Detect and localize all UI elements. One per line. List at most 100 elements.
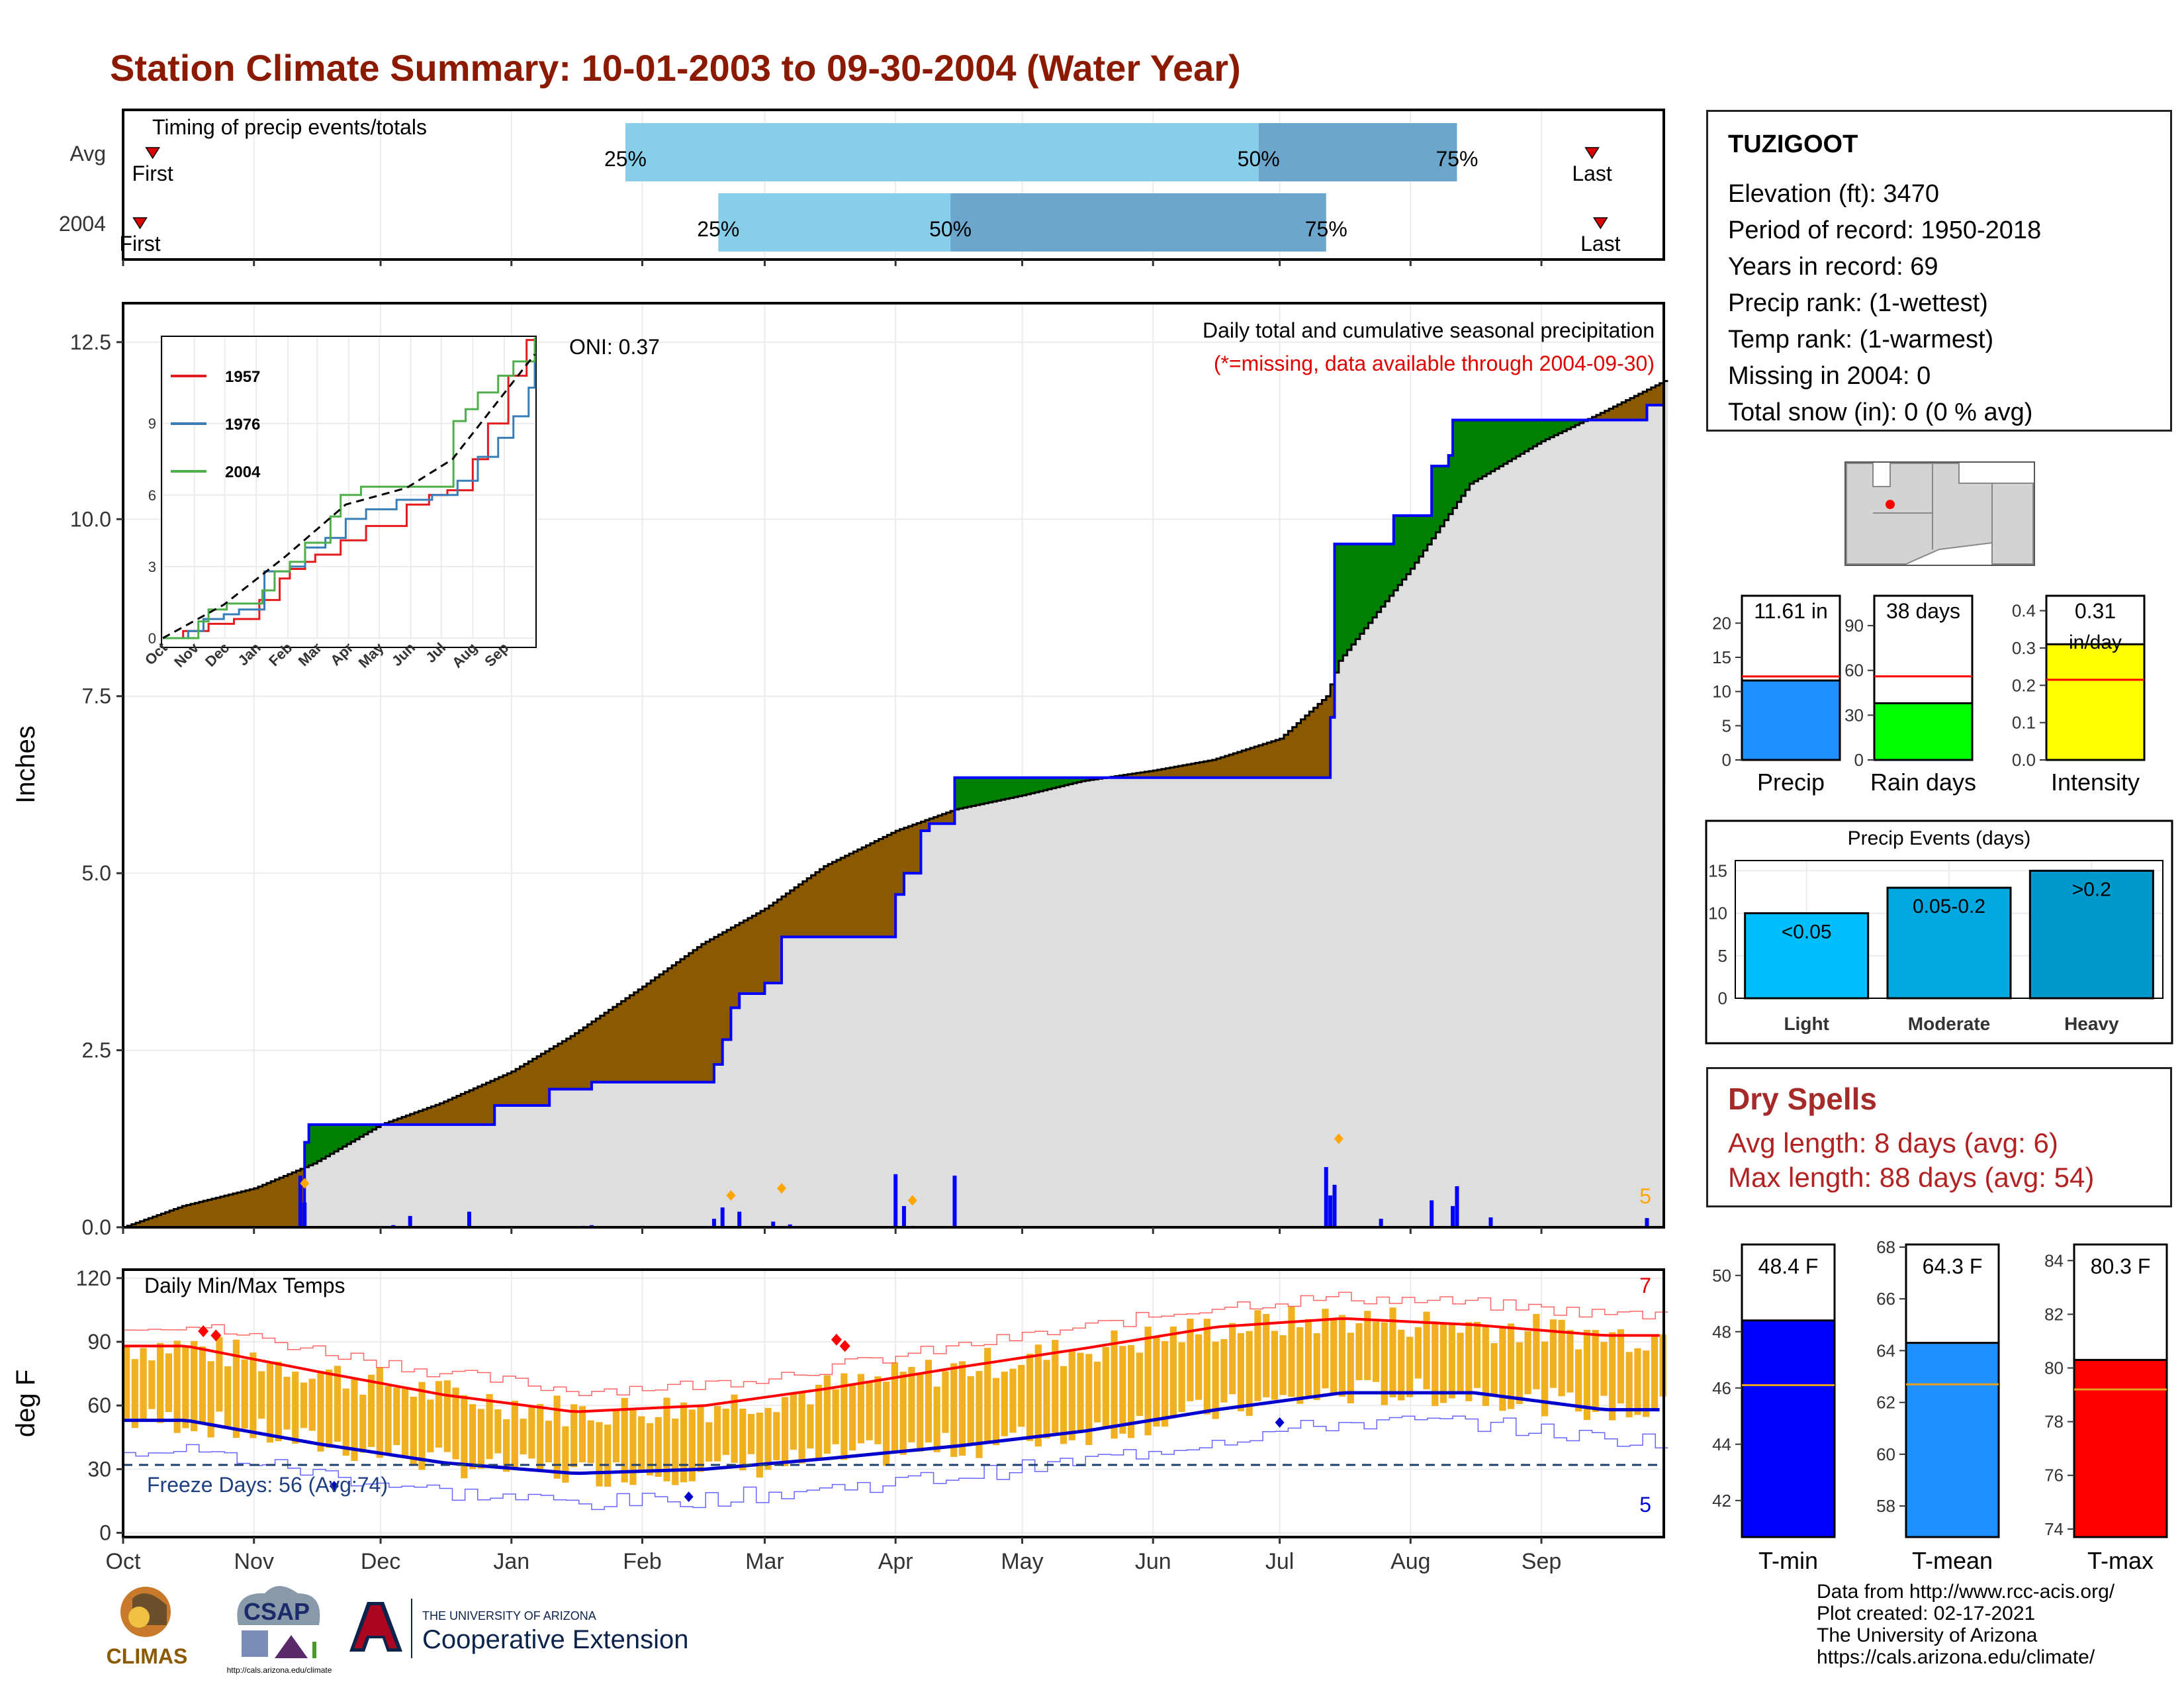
deficit-band xyxy=(1212,759,1217,778)
surplus-band xyxy=(1343,543,1348,656)
events-bar-label: Heavy xyxy=(2064,1013,2119,1034)
daily-temp-bar xyxy=(1052,1340,1059,1433)
surplus-band xyxy=(1465,420,1471,490)
timing-bar-avg-25-50 xyxy=(625,123,1259,181)
temp-summary-bars: 42 44 46 48 50 48.4 F T-min 58 60 62 64 66 68 64.3 F T… xyxy=(1712,1237,2168,1574)
daily-temp-bar xyxy=(393,1387,400,1446)
deficit-band xyxy=(532,1058,537,1106)
deficit-band xyxy=(224,1196,230,1227)
deficit-band xyxy=(1609,408,1614,420)
deficit-band xyxy=(1216,758,1221,778)
temp-summary-ytick-label: 84 xyxy=(2044,1250,2064,1270)
surplus-band xyxy=(1064,777,1069,786)
daily-precip-marker xyxy=(300,1178,310,1189)
surplus-band xyxy=(971,777,976,806)
deficit-band xyxy=(131,1224,136,1227)
summary-ytick-label: 0.1 xyxy=(2012,713,2036,733)
surplus-band xyxy=(1549,420,1555,438)
missing-count: 5 xyxy=(1639,1184,1651,1208)
deficit-band xyxy=(1242,750,1247,778)
station-temp-rank: Temp rank: (1-warmest) xyxy=(1728,326,1994,353)
surplus-band xyxy=(1533,420,1538,447)
freeze-days-label: Freeze Days: 56 (Avg:74) xyxy=(147,1473,388,1497)
deficit-band xyxy=(895,830,901,895)
daily-precip-bar xyxy=(467,1211,472,1227)
daily-temp-bar xyxy=(849,1385,856,1451)
deficit-band xyxy=(494,1078,500,1106)
month-label: Mar xyxy=(745,1549,784,1574)
daily-temp-bar xyxy=(292,1372,299,1444)
daily-temp-bar xyxy=(764,1407,772,1470)
daily-temp-bar xyxy=(756,1412,763,1478)
temp-bottom-count: 5 xyxy=(1639,1493,1651,1517)
surplus-band xyxy=(1482,420,1487,477)
deficit-band xyxy=(443,1101,449,1125)
deficit-band xyxy=(1659,383,1664,406)
deficit-band xyxy=(1322,700,1327,778)
deficit-band xyxy=(422,1109,428,1125)
daily-temp-bar xyxy=(477,1409,484,1469)
climas-logo: CLIMAS xyxy=(107,1587,187,1668)
surplus-band xyxy=(1043,777,1048,790)
temp-summary-bar xyxy=(2073,1358,2168,1538)
deficit-band xyxy=(427,1107,432,1125)
deficit-band xyxy=(271,1181,276,1227)
deficit-band xyxy=(633,992,639,1082)
daily-temp-bar xyxy=(992,1378,1000,1446)
deficit-band xyxy=(768,906,774,983)
daily-temp-bar xyxy=(537,1403,544,1472)
deficit-band xyxy=(152,1216,158,1227)
surplus-band xyxy=(1068,777,1073,784)
surplus-band xyxy=(1423,515,1428,551)
daily-temp-bar xyxy=(503,1419,510,1472)
deficit-band xyxy=(718,934,723,1064)
deficit-band xyxy=(625,998,630,1082)
deficit-band xyxy=(448,1100,453,1125)
daily-temp-bar xyxy=(629,1409,637,1485)
surplus-band xyxy=(1570,420,1576,428)
surplus-band xyxy=(338,1124,343,1149)
events-bar-label: Moderate xyxy=(1908,1013,1990,1034)
deficit-band xyxy=(516,1068,521,1106)
missing-note: (*=missing, data available through 2004-… xyxy=(1214,352,1655,375)
daily-temp-bar xyxy=(1634,1348,1641,1415)
deficit-band xyxy=(250,1189,255,1227)
deficit-band xyxy=(186,1205,191,1227)
temp-summary-ytick-label: 64 xyxy=(1876,1340,1895,1360)
daily-temp-bar xyxy=(612,1409,620,1463)
temp-ytick-label: 90 xyxy=(87,1330,111,1354)
temp-summary-value: 80.3 F xyxy=(2091,1254,2151,1278)
surplus-band xyxy=(304,1142,310,1168)
surplus-band xyxy=(1355,543,1361,639)
summary-ytick-label: 10 xyxy=(1712,682,1731,702)
surplus-band xyxy=(1512,420,1517,459)
daily-temp-bar xyxy=(1414,1327,1422,1379)
deficit-band xyxy=(401,1117,406,1125)
surplus-band xyxy=(1351,543,1356,645)
daily-temp-bar xyxy=(1330,1318,1338,1394)
daily-temp-bar xyxy=(596,1422,603,1487)
surplus-band xyxy=(1398,515,1403,585)
station-precip-rank: Precip rank: (1-wettest) xyxy=(1728,289,1988,317)
surplus-band xyxy=(1516,420,1521,457)
deficit-band xyxy=(946,812,951,824)
temp-summary-ytick-label: 82 xyxy=(2044,1304,2064,1324)
deficit-band xyxy=(216,1197,221,1227)
surplus-band xyxy=(1347,543,1352,650)
timing-label-first: First xyxy=(119,232,160,256)
csap-text: CSAP xyxy=(244,1598,310,1625)
deficit-band xyxy=(1233,753,1238,778)
daily-precip-bar xyxy=(788,1224,792,1227)
deficit-band xyxy=(161,1213,166,1227)
deficit-band xyxy=(739,923,745,994)
daily-temp-bar xyxy=(1516,1342,1523,1404)
deficit-band xyxy=(676,962,681,1082)
month-label: Jul xyxy=(1265,1549,1294,1574)
deficit-band xyxy=(617,1004,622,1082)
surplus-band xyxy=(313,1124,318,1164)
summary-label: Intensity xyxy=(2051,769,2140,796)
daily-temp-bar xyxy=(1355,1323,1363,1381)
events-bar-value: >0.2 xyxy=(2072,878,2111,900)
daily-temp-bar xyxy=(1271,1331,1279,1400)
month-label: Feb xyxy=(623,1549,662,1574)
